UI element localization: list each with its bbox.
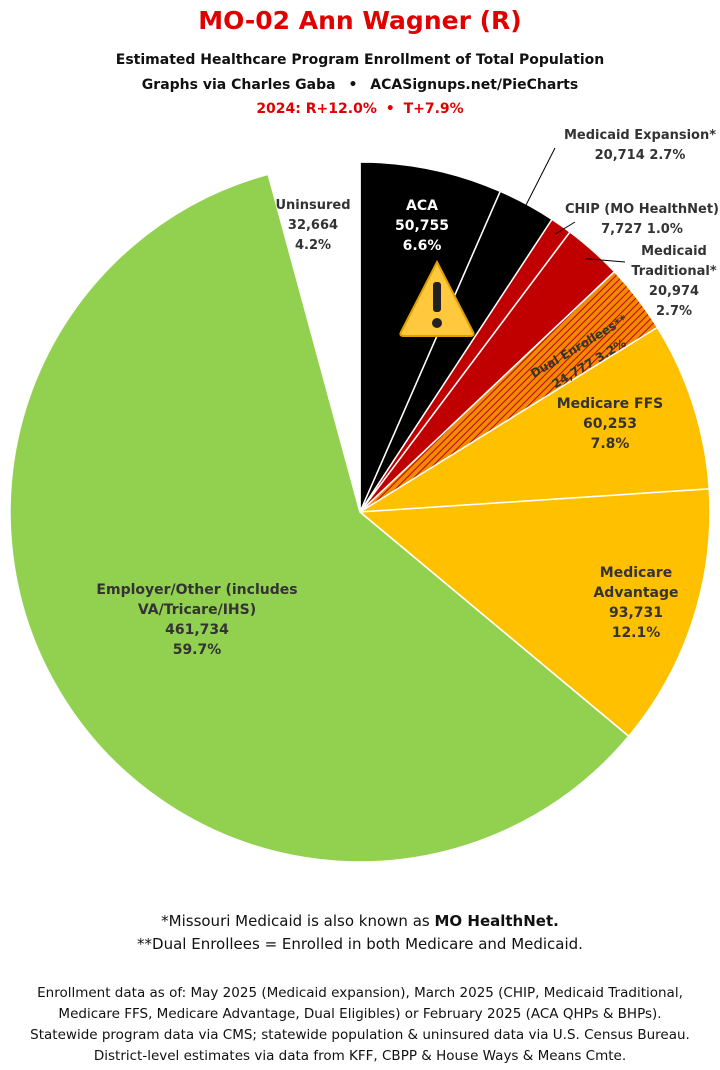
slice-label: Medicare Advantage 93,731 12.1% (581, 563, 691, 643)
footnote-2: **Dual Enrollees = Enrolled in both Medi… (137, 935, 583, 953)
source-line: District-level estimates via data from K… (93, 1048, 627, 1064)
category-label: Employer/Other (includes VA/Tricare/IHS) (96, 582, 298, 618)
chart-subtitle: Estimated Healthcare Program Enrollment … (115, 52, 605, 68)
leader-line (554, 221, 576, 235)
category-label: Medicaid Traditional* (631, 244, 717, 279)
percent-label: 4.2% (294, 238, 332, 253)
pie-slice (9, 173, 630, 863)
footnote-emphasis: MO HealthNet. (434, 912, 559, 930)
value-line: 60,253 (540, 414, 680, 434)
credit-site: ACASignups.net/PieCharts (370, 77, 579, 93)
value-line: 32,664 (268, 216, 358, 236)
leader-line (586, 258, 626, 263)
category-label: ACA (406, 198, 438, 214)
pie-slice (359, 326, 711, 513)
election: 2024: R+12.0% • T+7.9% (256, 101, 464, 117)
slice-label: Medicaid Expansion* 20,714 2.7% (540, 126, 720, 166)
category-label: Medicare FFS (556, 396, 664, 412)
percent-label: 12.1% (611, 625, 661, 641)
election-t: T+7.9% (403, 101, 464, 117)
slice-label: Uninsured 32,664 4.2% (268, 196, 358, 256)
value-label: 60,253 (582, 416, 638, 432)
slice-label: ACA 50,755 6.6% (377, 196, 467, 256)
percent-label: 6.6% (402, 238, 442, 254)
category-label: Medicaid Expansion* (563, 128, 717, 143)
category-label: CHIP (MO HealthNet) (564, 202, 719, 217)
value-label: 20,714 (594, 148, 645, 163)
value-line: 50,755 (377, 216, 467, 236)
value-label: 461,734 (165, 622, 229, 638)
pie-chart (9, 147, 711, 863)
value-label: 7,727 (601, 222, 643, 237)
credit-name: Graphs via Charles Gaba (141, 77, 336, 93)
value-line: 461,734 (77, 620, 317, 640)
percent-label: 2.7% (649, 148, 686, 163)
slice-label: Medicaid Traditional* 20,974 2.7% (629, 242, 719, 322)
footnote-1: *Missouri Medicaid is also known as MO H… (0, 912, 720, 930)
percent-label: 7.8% (590, 436, 630, 452)
pie-slice (267, 161, 361, 513)
value-line: 20,974 (629, 282, 719, 302)
election-year: 2024: (256, 101, 301, 117)
value-line: 93,731 (581, 603, 691, 623)
value-label: 50,755 (394, 218, 450, 234)
slice-label: CHIP (MO HealthNet) 7,727 1.0% (542, 200, 720, 240)
category-label: Uninsured (275, 198, 351, 213)
source-line: Medicare FFS, Medicare Advantage, Dual E… (58, 1006, 662, 1022)
value-label: 32,664 (287, 218, 339, 233)
footnote-text: *Missouri Medicaid is also known as (161, 912, 430, 930)
percent-label: 2.7% (655, 304, 693, 319)
election-r: R+12.0% (305, 101, 377, 117)
value-label: 20,974 (648, 284, 700, 299)
source-line: Enrollment data as of: May 2025 (Medicai… (37, 985, 683, 1001)
slice-label: Medicare FFS 60,253 7.8% (540, 394, 680, 454)
category-label: Medicare Advantage (593, 565, 679, 601)
credit: Graphs via Charles Gaba • ACASignups.net… (141, 77, 579, 93)
percent-label: 59.7% (172, 642, 222, 658)
value-label: 93,731 (608, 605, 664, 621)
value-line: 20,714 2.7% (540, 146, 720, 166)
source-line: Statewide program data via CMS; statewid… (30, 1027, 690, 1043)
warning-icon (399, 259, 475, 337)
value-line: 7,727 1.0% (542, 220, 720, 240)
percent-label: 1.0% (646, 222, 683, 237)
leader-line (521, 147, 556, 214)
slice-label: Employer/Other (includes VA/Tricare/IHS)… (77, 580, 317, 660)
pie-slice (358, 488, 711, 738)
chart-title: MO-02 Ann Wagner (R) (198, 6, 522, 35)
